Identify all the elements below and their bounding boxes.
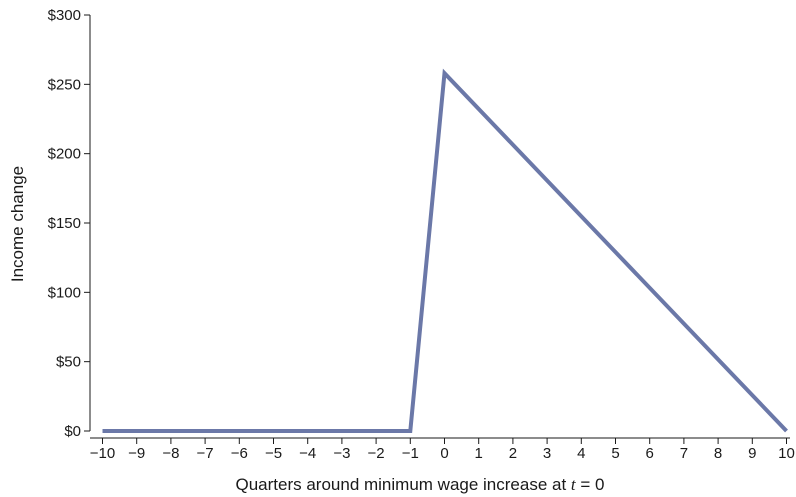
x-tick-label: −6 [231, 445, 248, 462]
x-tick-label: −3 [333, 445, 350, 462]
x-tick-label: 10 [778, 445, 795, 462]
y-tick-label: $50 [56, 354, 81, 371]
x-axis-title-equation: = 0 [576, 475, 605, 494]
x-tick-label: −7 [197, 445, 214, 462]
x-tick-label: −2 [368, 445, 385, 462]
x-tick-label: 3 [543, 445, 551, 462]
x-tick-label: 4 [577, 445, 585, 462]
x-axis-title-text: Quarters around minimum wage increase at [235, 475, 570, 494]
y-tick-label: $0 [64, 423, 81, 440]
x-tick-label: 6 [646, 445, 654, 462]
x-tick-label: 2 [509, 445, 517, 462]
y-ticks: $0 $50 $100 $150 $200 $250 $300 [48, 7, 90, 440]
x-tick-label: 0 [440, 445, 448, 462]
x-tick-label: −9 [128, 445, 145, 462]
x-tick-label: 5 [611, 445, 619, 462]
y-tick-label: $150 [48, 215, 81, 232]
x-tick-label: −10 [90, 445, 115, 462]
x-tick-label: 8 [714, 445, 722, 462]
x-tick-label: −1 [402, 445, 419, 462]
y-tick-label: $100 [48, 284, 81, 301]
x-tick-label: 9 [748, 445, 756, 462]
x-axis-title: Quarters around minimum wage increase at… [235, 475, 604, 494]
y-tick-label: $300 [48, 7, 81, 24]
x-axis-title-variable: t [571, 475, 577, 494]
y-tick-label: $200 [48, 146, 81, 163]
x-tick-label: 7 [680, 445, 688, 462]
income-change-line [102, 68, 788, 433]
y-tick-label: $250 [48, 76, 81, 93]
y-axis-title: Income change [8, 166, 27, 282]
x-tick-label: −5 [265, 445, 282, 462]
x-tick-label: −8 [162, 445, 179, 462]
series-group [102, 68, 788, 433]
x-ticks: −10 −9 −8 −7 −6 −5 −4 −3 −2 −1 0 1 2 3 4 5 6 7 8 9 10 [90, 438, 795, 462]
x-tick-label: −4 [299, 445, 316, 462]
x-tick-label: 1 [475, 445, 483, 462]
